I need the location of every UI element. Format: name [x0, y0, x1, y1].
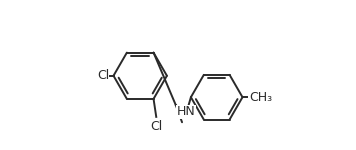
- Text: CH₃: CH₃: [249, 91, 272, 104]
- Text: Cl: Cl: [150, 120, 162, 133]
- Text: HN: HN: [177, 105, 196, 118]
- Text: Cl: Cl: [97, 69, 109, 82]
